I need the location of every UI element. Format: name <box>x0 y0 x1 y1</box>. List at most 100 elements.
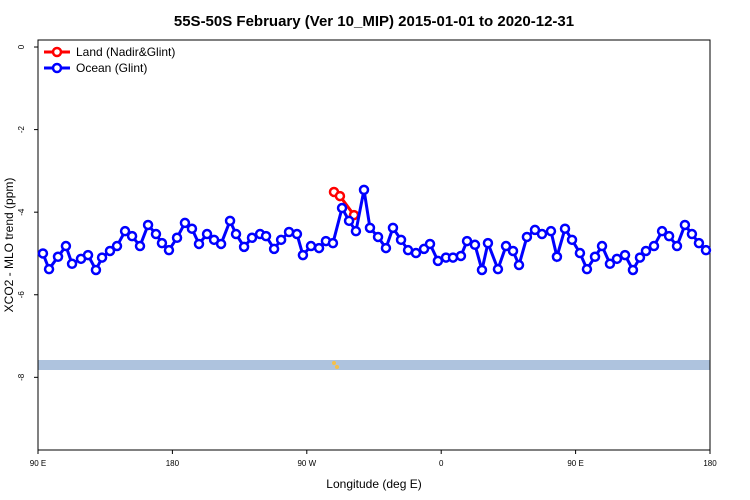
data-point <box>566 234 578 246</box>
data-point <box>186 223 198 234</box>
data-point <box>201 228 213 240</box>
data-point <box>500 240 512 252</box>
data-point <box>150 228 162 240</box>
y-tick-label: -6 <box>17 291 26 299</box>
data-point <box>313 242 325 254</box>
data-point <box>424 238 436 250</box>
plot-frame <box>37 39 711 451</box>
data-point <box>589 251 601 263</box>
data-point <box>559 223 571 234</box>
data-point <box>334 190 346 202</box>
data-point <box>619 249 631 261</box>
data-point <box>521 231 533 243</box>
data-point <box>179 217 191 229</box>
land-mask-band <box>38 360 710 370</box>
data-point <box>111 240 123 252</box>
data-point <box>171 232 183 244</box>
data-point <box>268 243 280 255</box>
data-point <box>43 263 55 275</box>
legend-label: Ocean (Glint) <box>76 61 147 75</box>
data-point <box>246 232 258 244</box>
chart-title: 55S-50S February (Ver 10_MIP) 2015-01-01… <box>174 13 574 30</box>
data-point <box>66 258 78 270</box>
data-point <box>358 184 370 196</box>
data-point <box>686 228 698 240</box>
data-point <box>656 225 668 237</box>
data-point <box>551 251 563 263</box>
data-point <box>469 239 481 251</box>
x-tick-label: 90 W <box>297 459 316 468</box>
data-point <box>380 242 392 254</box>
data-point <box>305 240 317 252</box>
data-point <box>60 240 72 252</box>
data-point <box>545 225 557 237</box>
data-point <box>634 252 646 263</box>
legend-marker <box>51 62 63 74</box>
data-point <box>604 258 616 270</box>
data-point <box>193 238 205 250</box>
data-point <box>492 263 504 275</box>
data-point <box>126 230 138 242</box>
data-point <box>343 215 355 227</box>
data-point <box>230 228 242 240</box>
x-tick-label: 90 E <box>30 459 46 468</box>
y-tick-label: -4 <box>17 208 26 216</box>
data-point <box>96 252 108 263</box>
data-point <box>476 264 488 276</box>
data-point <box>275 234 287 246</box>
data-point <box>671 240 683 252</box>
mask-dot <box>335 365 339 369</box>
x-tick-label: 90 E <box>567 459 583 468</box>
data-point <box>350 225 362 237</box>
data-point <box>410 247 422 259</box>
data-point <box>574 247 586 259</box>
y-tick-label: -8 <box>17 373 26 381</box>
data-point <box>693 237 705 249</box>
data-point <box>119 225 131 237</box>
data-point <box>52 251 64 263</box>
data-point <box>663 230 675 242</box>
x-axis-label: Longitude (deg E) <box>326 477 421 491</box>
data-point <box>640 245 652 257</box>
data-point <box>648 240 660 252</box>
data-point <box>507 245 519 257</box>
legend-label: Land (Nadir&Glint) <box>76 45 175 59</box>
x-tick-label: 0 <box>439 459 444 468</box>
data-point <box>432 255 444 267</box>
data-point <box>224 215 236 227</box>
data-point <box>581 263 593 275</box>
data-point <box>327 237 339 249</box>
data-point <box>37 248 49 259</box>
data-point <box>260 230 272 242</box>
x-tick-label: 180 <box>703 459 717 468</box>
data-point <box>238 241 250 253</box>
data-point <box>461 235 473 247</box>
data-point <box>104 245 116 257</box>
data-point <box>134 240 146 252</box>
x-tick-label: 180 <box>166 459 180 468</box>
data-point <box>611 253 623 265</box>
y-tick-label: 0 <box>17 44 26 49</box>
data-point <box>215 238 227 250</box>
data-point <box>596 240 608 252</box>
data-point <box>90 264 102 276</box>
data-point <box>387 222 399 234</box>
data-point <box>364 222 376 234</box>
data-point <box>627 264 639 276</box>
legend-marker <box>51 46 63 58</box>
data-point <box>156 237 168 249</box>
data-point <box>482 237 494 249</box>
y-tick-label: -2 <box>17 125 26 133</box>
y-axis-label: XCO2 - MLO trend (ppm) <box>2 178 16 313</box>
data-point <box>142 219 154 231</box>
data-point <box>700 244 712 256</box>
data-point <box>82 249 94 261</box>
data-point <box>291 228 303 240</box>
mask-dot <box>332 361 336 365</box>
data-point <box>297 249 309 261</box>
data-point <box>395 234 407 246</box>
data-point <box>372 231 384 243</box>
data-point <box>336 202 348 214</box>
